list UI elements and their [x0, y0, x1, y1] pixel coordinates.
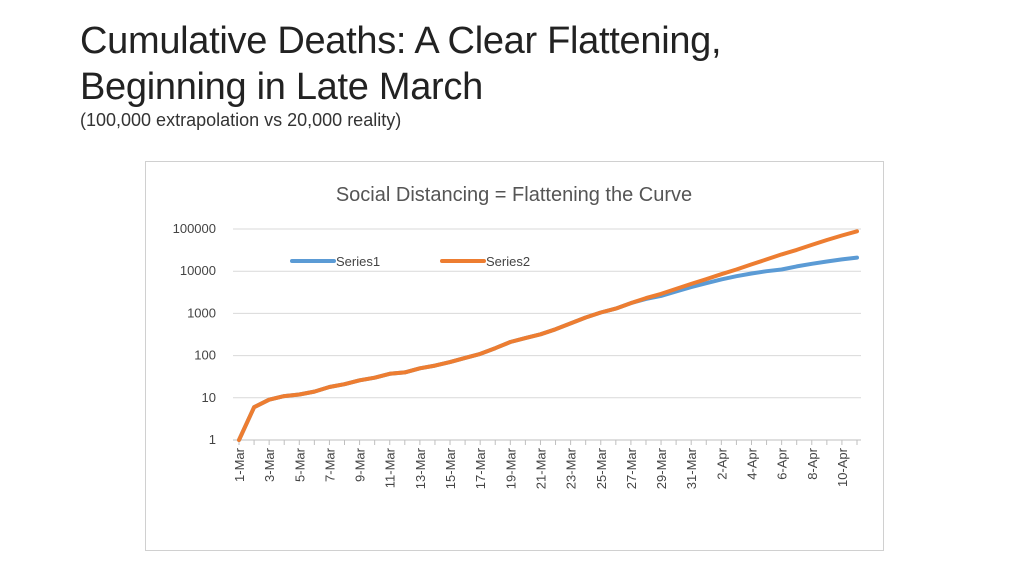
y-tick-label: 1 — [209, 432, 216, 447]
x-tick-label: 11-Mar — [383, 447, 398, 488]
series-line-series2 — [237, 229, 859, 442]
y-tick-label: 10 — [202, 390, 216, 405]
y-tick-label: 100 — [194, 348, 216, 363]
x-tick-label: 15-Mar — [443, 447, 458, 489]
x-tick-label: 21-Mar — [533, 447, 548, 489]
x-tick-label: 13-Mar — [413, 447, 428, 489]
y-tick-label: 1000 — [187, 305, 216, 320]
x-axis: 1-Mar 3-Mar 5-Mar 7-Mar 9-Mar 11-Mar 13-Mar 15-… — [232, 439, 861, 489]
title-line-2: Beginning in Late March — [80, 66, 483, 108]
x-tick-label: 4-Apr — [744, 447, 759, 479]
y-tick-label: 100000 — [173, 221, 216, 236]
line-chart: Social Distancing = Flattening the Curve… — [173, 184, 861, 489]
x-tick-label: 6-Apr — [775, 447, 790, 479]
grid-lines — [233, 228, 861, 399]
legend-label: Series2 — [486, 254, 530, 269]
legend: Series1 Series2 — [290, 254, 530, 269]
x-tick-label: 8-Apr — [805, 447, 820, 479]
x-tick-label: 31-Mar — [684, 447, 699, 489]
x-tick-label: 3-Mar — [262, 447, 277, 482]
x-tick-label: 23-Mar — [564, 447, 579, 489]
series-lines — [237, 229, 859, 442]
series-line-series1 — [237, 255, 859, 442]
x-tick-label: 27-Mar — [624, 447, 639, 489]
title-line-1: Cumulative Deaths: A Clear Flattening, — [80, 20, 722, 62]
chart-frame: Social Distancing = Flattening the Curve… — [145, 161, 884, 551]
y-axis-ticks: 1 10 100 1000 10000 100000 — [173, 221, 216, 447]
y-tick-label: 10000 — [180, 263, 216, 278]
x-tick-label: 5-Mar — [292, 447, 307, 482]
x-tick-label: 17-Mar — [473, 447, 488, 489]
slide-subtitle: (100,000 extrapolation vs 20,000 reality… — [80, 110, 402, 130]
chart-title: Social Distancing = Flattening the Curve — [336, 184, 692, 206]
x-tick-label: 1-Mar — [232, 447, 247, 482]
x-tick-label: 29-Mar — [654, 447, 669, 489]
x-tick-label: 2-Apr — [714, 447, 729, 479]
legend-label: Series1 — [336, 254, 380, 269]
x-tick-label: 7-Mar — [322, 447, 337, 482]
slide-title: Cumulative Deaths: A Clear Flattening, Be… — [80, 18, 722, 110]
x-tick-label: 9-Mar — [353, 447, 368, 482]
x-tick-label: 19-Mar — [503, 447, 518, 489]
x-tick-label: 10-Apr — [835, 447, 850, 487]
x-tick-label: 25-Mar — [594, 447, 609, 489]
